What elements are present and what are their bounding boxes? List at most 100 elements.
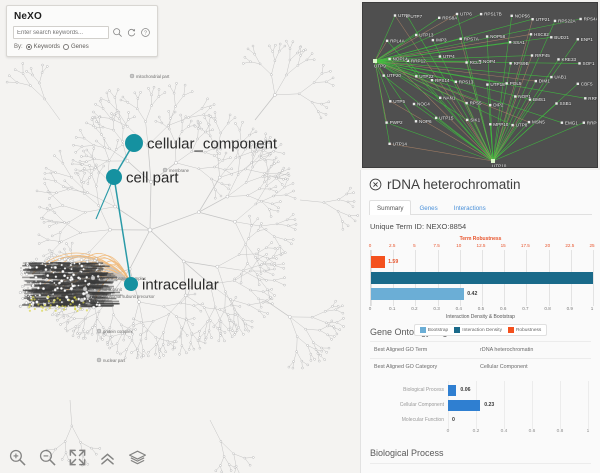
radio-keywords-input[interactable] — [25, 44, 32, 50]
search-icon[interactable] — [112, 27, 123, 38]
svg-text:NOP6: NOP6 — [419, 119, 432, 124]
go-alignment-plot: Biological Process 0.06 Cellular Component… — [370, 381, 591, 429]
svg-text:UTP20: UTP20 — [387, 73, 402, 78]
tab-summary[interactable]: Summary — [369, 200, 412, 215]
axis-bottom-label: Interaction Density & Bootstrap — [446, 314, 515, 320]
svg-text:RPS22A: RPS22A — [558, 19, 577, 24]
bar-robustness — [371, 256, 386, 268]
radio-keywords-label: Keywords — [33, 44, 61, 50]
go-axis-tick: 0.8 — [556, 429, 564, 434]
svg-text:NOP58: NOP58 — [490, 34, 506, 39]
go-bar-value: 0.06 — [460, 387, 471, 393]
go-axis-tick: 0.4 — [500, 429, 508, 434]
go-category-value: Cellular Component — [480, 364, 528, 370]
svg-text:mitochondrial part: mitochondrial part — [136, 74, 170, 79]
reset-icon[interactable] — [126, 27, 137, 38]
search-by-label: By: — [14, 44, 23, 50]
robustness-top-tick: 5 — [413, 243, 416, 248]
svg-text:RPS13: RPS13 — [459, 79, 474, 84]
legend-label: Bootstrap — [427, 327, 449, 333]
radio-genes-input[interactable] — [63, 44, 70, 50]
gene-network-panel[interactable]: UTP9 UTP7 RPS8A UTP6 RPS17B NOP56 UTP21 RPS22A R… — [362, 2, 598, 168]
search-panel[interactable]: NeXO ? By: Ke — [6, 5, 158, 57]
svg-text:?: ? — [144, 30, 147, 36]
go-term-key: Best Aligned GO Term — [374, 347, 428, 353]
svg-text:NOP4: NOP4 — [483, 59, 496, 64]
app-title: NeXO — [14, 11, 43, 22]
svg-text:RRP5: RRP5 — [587, 120, 598, 125]
svg-text:nuclear part: nuclear part — [103, 358, 126, 363]
svg-text:UTP10: UTP10 — [492, 164, 507, 169]
robustness-top-tick: 22.5 — [565, 243, 575, 248]
search-input[interactable] — [13, 26, 109, 39]
svg-text:UTP18: UTP18 — [490, 82, 505, 87]
collapse-icon[interactable] — [98, 448, 117, 467]
svg-text:SIK1: SIK1 — [470, 118, 480, 123]
detail-panel[interactable]: rDNA heterochromatin Summary Genes Inter… — [360, 170, 600, 473]
detail-header: rDNA heterochromatin — [361, 170, 600, 194]
close-circle-icon[interactable] — [369, 178, 382, 191]
svg-text:UTP15: UTP15 — [439, 116, 454, 121]
go-row-category: Best Aligned GO Category Cellular Compon… — [370, 358, 591, 375]
svg-text:UTP22: UTP22 — [419, 74, 434, 79]
tabbar[interactable]: Summary Genes Interactions — [369, 199, 592, 215]
svg-text:UTP9: UTP9 — [374, 64, 386, 69]
term-robustness-chart: Term Robustness 0 2.5 5 7.5 10 12.5 15 17.5 20 22… — [368, 236, 595, 336]
radio-genes[interactable]: Genes — [63, 44, 89, 50]
go-category-label: Cellular Component — [399, 402, 444, 408]
radio-keywords[interactable]: Keywords — [25, 44, 61, 50]
chart-legend: Bootstrap Interaction Density Robustness — [413, 324, 548, 336]
tab-interactions[interactable]: Interactions — [453, 205, 486, 212]
svg-text:intracellular: intracellular — [142, 277, 219, 294]
svg-text:ribonucleoprotein complex: ribonucleoprotein complex — [97, 276, 147, 281]
svg-text:NOP14: NOP14 — [393, 57, 409, 62]
svg-text:SSB1: SSB1 — [560, 101, 572, 106]
ontology-graph-panel[interactable]: mitochondrial part membrane protein comple… — [0, 0, 360, 473]
robustness-bottom-tick: 0.4 — [455, 306, 462, 311]
legend-swatch — [507, 327, 514, 333]
svg-text:BUD21: BUD21 — [554, 35, 569, 40]
go-axis-ticks: 0 0.2 0.4 0.6 0.8 1 — [370, 429, 591, 437]
svg-text:RPS4A: RPS4A — [584, 17, 598, 22]
graph-toolbar[interactable] — [8, 448, 147, 467]
zoom-out-icon[interactable] — [38, 448, 57, 467]
bar-interaction-density — [371, 272, 593, 284]
bar-value-bootstrap: 0.42 — [467, 291, 478, 297]
search-by-row[interactable]: By: Keywords Genes — [14, 44, 151, 50]
robustness-bottom-tick: 0.9 — [566, 306, 573, 311]
svg-text:NOP1: NOP1 — [518, 94, 531, 99]
legend-swatch — [419, 327, 426, 333]
robustness-bottom-tick: 0.2 — [411, 306, 418, 311]
radio-genes-label: Genes — [71, 44, 89, 50]
robustness-plot: 1.59 0.42 — [370, 250, 594, 306]
gridline — [532, 381, 533, 429]
svg-text:NAN1: NAN1 — [443, 95, 456, 100]
robustness-top-tick: 25 — [589, 243, 595, 248]
ontology-graph-canvas[interactable]: mitochondrial part membrane protein comple… — [0, 0, 360, 473]
robustness-bottom-tick: 0 — [368, 306, 372, 311]
search-row[interactable]: ? — [13, 26, 151, 39]
robustness-bottom-tick: 0.1 — [388, 306, 396, 311]
go-axis-tick: 1 — [586, 429, 590, 434]
bar-bootstrap — [371, 288, 465, 300]
svg-text:RRP12: RRP12 — [411, 58, 426, 63]
fit-screen-icon[interactable] — [68, 448, 87, 467]
svg-text:RRP45: RRP45 — [535, 53, 550, 58]
layers-icon[interactable] — [128, 448, 147, 467]
tab-genes[interactable]: Genes — [419, 205, 438, 212]
svg-text:DIP2: DIP2 — [493, 103, 504, 108]
svg-text:IMP3: IMP3 — [436, 38, 447, 43]
svg-text:BMS1: BMS1 — [533, 97, 546, 102]
term-id: Unique Term ID: NEXO:8854 — [370, 222, 467, 231]
zoom-in-icon[interactable] — [8, 448, 27, 467]
robustness-top-tick: 0 — [368, 243, 372, 248]
svg-text:RPL4A: RPL4A — [390, 38, 405, 43]
svg-text:UTP9: UTP9 — [398, 13, 410, 18]
help-icon[interactable]: ? — [140, 27, 151, 38]
go-axis-tick: 0.2 — [472, 429, 480, 434]
svg-text:UTP8: UTP8 — [516, 123, 528, 128]
svg-text:small ribosomal subunit precur: small ribosomal subunit precursor — [92, 294, 155, 299]
svg-text:UTP4: UTP4 — [443, 54, 455, 59]
